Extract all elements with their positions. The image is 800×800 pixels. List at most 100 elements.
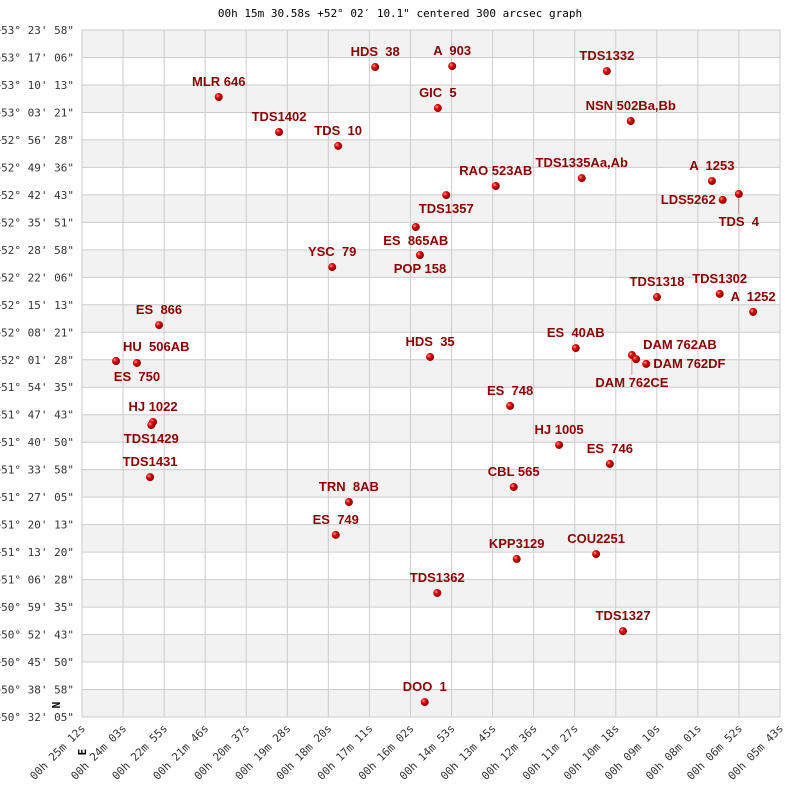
star-point[interactable]: RAO 523AB <box>459 163 532 190</box>
star-point[interactable]: TDS1327 <box>596 608 651 636</box>
star-point[interactable]: TDS 10 <box>314 123 362 150</box>
star-point[interactable]: ES 746 <box>587 441 633 468</box>
grid-band <box>82 689 780 717</box>
star-point[interactable]: KPP3129 <box>489 536 545 563</box>
star-marker[interactable] <box>491 181 500 190</box>
star-marker[interactable] <box>577 174 586 183</box>
y-tick-label: +50° 45' 50" <box>0 656 74 669</box>
star-marker[interactable] <box>626 116 635 125</box>
star-marker[interactable] <box>749 307 758 316</box>
star-point[interactable]: A 903 <box>433 43 471 71</box>
star-point[interactable]: TRN 8AB <box>319 479 379 507</box>
star-point[interactable]: TDS1302 <box>692 271 747 298</box>
compass-east: E <box>76 749 89 756</box>
star-point[interactable]: DOO 1 <box>403 679 447 707</box>
star-point[interactable]: DAM 762DF <box>642 356 726 371</box>
star-point[interactable]: TDS1318 <box>630 274 685 302</box>
y-tick-label: +52° 28' 58" <box>0 244 74 257</box>
star-label: TDS1362 <box>410 570 465 585</box>
star-label: ES 750 <box>114 369 160 384</box>
star-marker[interactable] <box>415 251 424 260</box>
star-point[interactable]: GIC 5 <box>419 85 457 113</box>
star-marker[interactable] <box>592 550 601 559</box>
star-marker[interactable] <box>328 263 337 272</box>
y-tick-label: +53° 10' 13" <box>0 79 74 92</box>
star-marker[interactable] <box>642 359 651 368</box>
star-point[interactable]: ES 865AB <box>383 222 448 248</box>
star-marker[interactable] <box>214 93 223 102</box>
star-point[interactable]: MLR 646 <box>192 74 245 102</box>
star-marker[interactable] <box>448 62 457 71</box>
y-tick-label: +50° 59' 35" <box>0 601 74 614</box>
star-point[interactable]: TDS1431 <box>123 454 178 482</box>
star-point[interactable]: TDS1402 <box>252 109 307 137</box>
star-point[interactable]: DAM 762AB <box>632 337 717 364</box>
y-tick-label: +52° 15' 13" <box>0 299 74 312</box>
star-point[interactable]: ES 866 <box>136 302 182 330</box>
star-marker[interactable] <box>147 421 156 430</box>
star-point[interactable]: POP 158 <box>394 251 447 276</box>
star-marker[interactable] <box>426 352 435 361</box>
star-marker[interactable] <box>632 355 641 364</box>
star-marker[interactable] <box>112 357 121 366</box>
star-point[interactable]: TDS1362 <box>410 570 465 597</box>
star-point[interactable]: COU2251 <box>567 531 625 559</box>
star-point[interactable]: TDS 4 <box>719 189 760 229</box>
star-marker[interactable] <box>411 222 420 231</box>
star-point[interactable]: YSC 79 <box>308 244 356 272</box>
star-marker[interactable] <box>433 588 442 597</box>
grid-band <box>82 30 780 58</box>
star-marker[interactable] <box>420 698 429 707</box>
star-marker[interactable] <box>331 530 340 539</box>
star-marker[interactable] <box>571 344 580 353</box>
star-point[interactable]: NSN 502Ba,Bb <box>586 98 676 125</box>
star-point[interactable]: ES 748 <box>487 383 533 410</box>
star-marker[interactable] <box>344 498 353 507</box>
star-marker[interactable] <box>707 176 716 185</box>
star-marker[interactable] <box>605 459 614 468</box>
star-point[interactable]: TDS1429 <box>124 421 179 446</box>
star-marker[interactable] <box>602 67 611 76</box>
star-label: TDS1318 <box>630 274 685 289</box>
star-point[interactable]: HDS 35 <box>406 334 455 361</box>
star-marker[interactable] <box>433 104 442 113</box>
star-point[interactable]: CBL 565 <box>488 464 540 491</box>
star-marker[interactable] <box>132 358 141 367</box>
star-marker[interactable] <box>275 128 284 137</box>
star-label: ES 40AB <box>547 325 605 340</box>
star-marker[interactable] <box>442 191 451 200</box>
star-marker[interactable] <box>509 482 518 491</box>
star-point[interactable]: A 1253 <box>689 158 734 185</box>
star-point[interactable]: TDS1357 <box>419 191 474 216</box>
star-point[interactable]: TDS1332 <box>579 48 634 76</box>
star-point[interactable]: LDS5262 <box>661 192 727 207</box>
star-label: RAO 523AB <box>459 163 532 178</box>
star-marker[interactable] <box>506 401 515 410</box>
star-marker[interactable] <box>155 321 164 330</box>
star-point[interactable]: ES 750 <box>114 358 160 384</box>
star-point[interactable]: ES 40AB <box>547 325 605 353</box>
star-point[interactable]: ES 749 <box>313 512 359 539</box>
y-tick-label: +52° 22' 06" <box>0 271 74 284</box>
y-tick-label: +51° 27' 05" <box>0 491 74 504</box>
star-point[interactable]: HDS 38 <box>351 44 400 72</box>
star-marker[interactable] <box>715 289 724 298</box>
star-marker[interactable] <box>512 554 521 563</box>
star-point[interactable]: TDS1335Aa,Ab <box>536 155 629 183</box>
grid-band <box>82 249 780 278</box>
star-point[interactable]: HJ 1005 <box>534 422 584 449</box>
star-marker[interactable] <box>371 63 380 72</box>
star-point[interactable]: HU 506AB <box>112 339 190 366</box>
star-point[interactable]: A 1252 <box>731 289 776 316</box>
star-marker[interactable] <box>652 293 661 302</box>
star-marker[interactable] <box>618 627 627 636</box>
star-marker[interactable] <box>734 189 743 198</box>
star-marker[interactable] <box>718 195 727 204</box>
star-marker[interactable] <box>555 440 564 449</box>
star-marker[interactable] <box>334 141 343 150</box>
star-label: HU 506AB <box>123 339 189 354</box>
y-tick-label: +52° 08' 21" <box>0 326 74 339</box>
star-label: YSC 79 <box>308 244 356 259</box>
star-marker[interactable] <box>146 473 155 482</box>
